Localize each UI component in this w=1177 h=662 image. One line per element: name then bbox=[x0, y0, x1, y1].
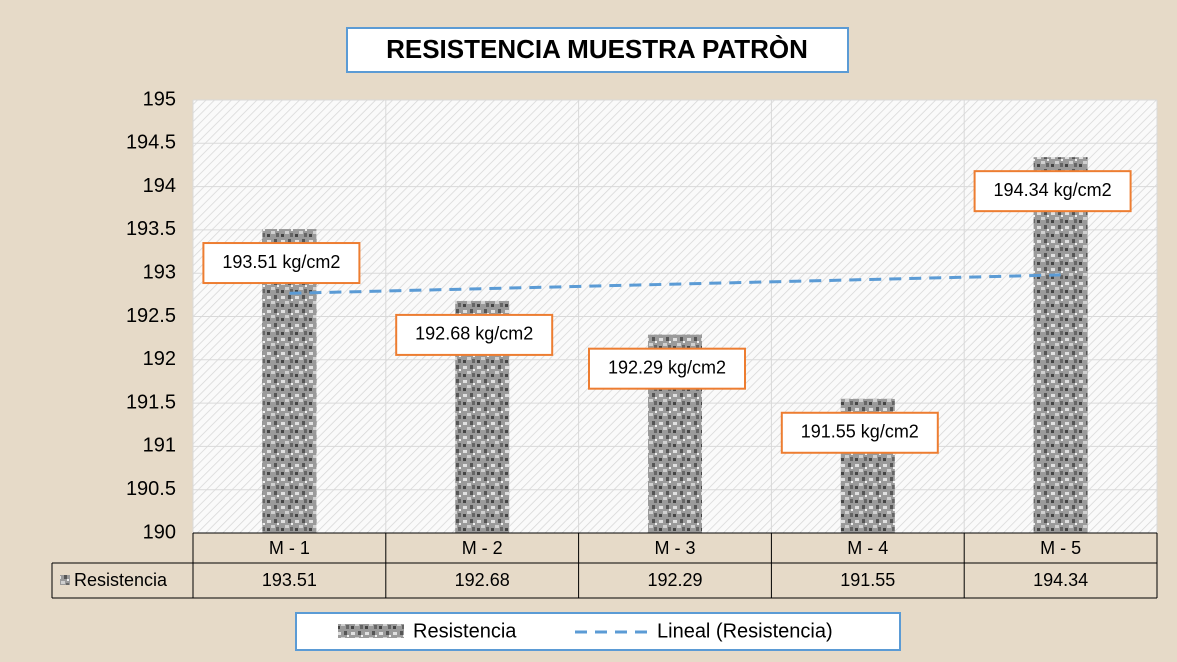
y-tick-label: 193 bbox=[143, 261, 176, 283]
x-tick-label: M - 1 bbox=[269, 538, 310, 558]
table-value: 192.68 bbox=[455, 570, 510, 590]
y-tick-label: 190.5 bbox=[126, 478, 176, 500]
x-tick-label: M - 3 bbox=[654, 538, 695, 558]
data-label: 193.51 kg/cm2 bbox=[222, 252, 340, 272]
data-label: 191.55 kg/cm2 bbox=[801, 422, 919, 442]
y-tick-label: 190 bbox=[143, 521, 176, 543]
table-value: 191.55 bbox=[840, 570, 895, 590]
data-label-box bbox=[588, 347, 746, 390]
trendline bbox=[289, 273, 1061, 295]
x-tick-label: M - 2 bbox=[462, 538, 503, 558]
data-label-box bbox=[202, 242, 361, 285]
y-tick-label: 192 bbox=[143, 348, 176, 370]
chart-title: RESISTENCIA MUESTRA PATRÒN bbox=[386, 34, 808, 64]
x-tick-label: M - 5 bbox=[1040, 538, 1081, 558]
y-tick-label: 191 bbox=[143, 435, 176, 457]
data-label-box bbox=[973, 170, 1132, 213]
table-value: 193.51 bbox=[262, 570, 317, 590]
y-tick-label: 193.5 bbox=[126, 218, 176, 240]
legend-label: Resistencia bbox=[413, 620, 517, 642]
data-label: 194.34 kg/cm2 bbox=[994, 180, 1112, 200]
data-label-box bbox=[780, 411, 939, 454]
y-tick-label: 191.5 bbox=[126, 391, 176, 413]
x-tick-label: M - 4 bbox=[847, 538, 888, 558]
table-value: 192.29 bbox=[647, 570, 702, 590]
y-tick-label: 195 bbox=[143, 88, 176, 110]
table-value: 194.34 bbox=[1033, 570, 1088, 590]
legend-key bbox=[338, 624, 404, 638]
table-series-name: Resistencia bbox=[74, 570, 168, 590]
data-label-box bbox=[395, 313, 554, 356]
legend-label: Lineal (Resistencia) bbox=[657, 620, 833, 642]
table-legend-key bbox=[60, 575, 70, 585]
bar bbox=[1033, 157, 1088, 533]
title-box bbox=[346, 27, 849, 73]
data-label: 192.29 kg/cm2 bbox=[608, 357, 726, 377]
y-tick-label: 194.5 bbox=[126, 132, 176, 154]
data-label: 192.68 kg/cm2 bbox=[415, 324, 533, 344]
y-tick-label: 194 bbox=[143, 175, 176, 197]
y-tick-label: 192.5 bbox=[126, 305, 176, 327]
